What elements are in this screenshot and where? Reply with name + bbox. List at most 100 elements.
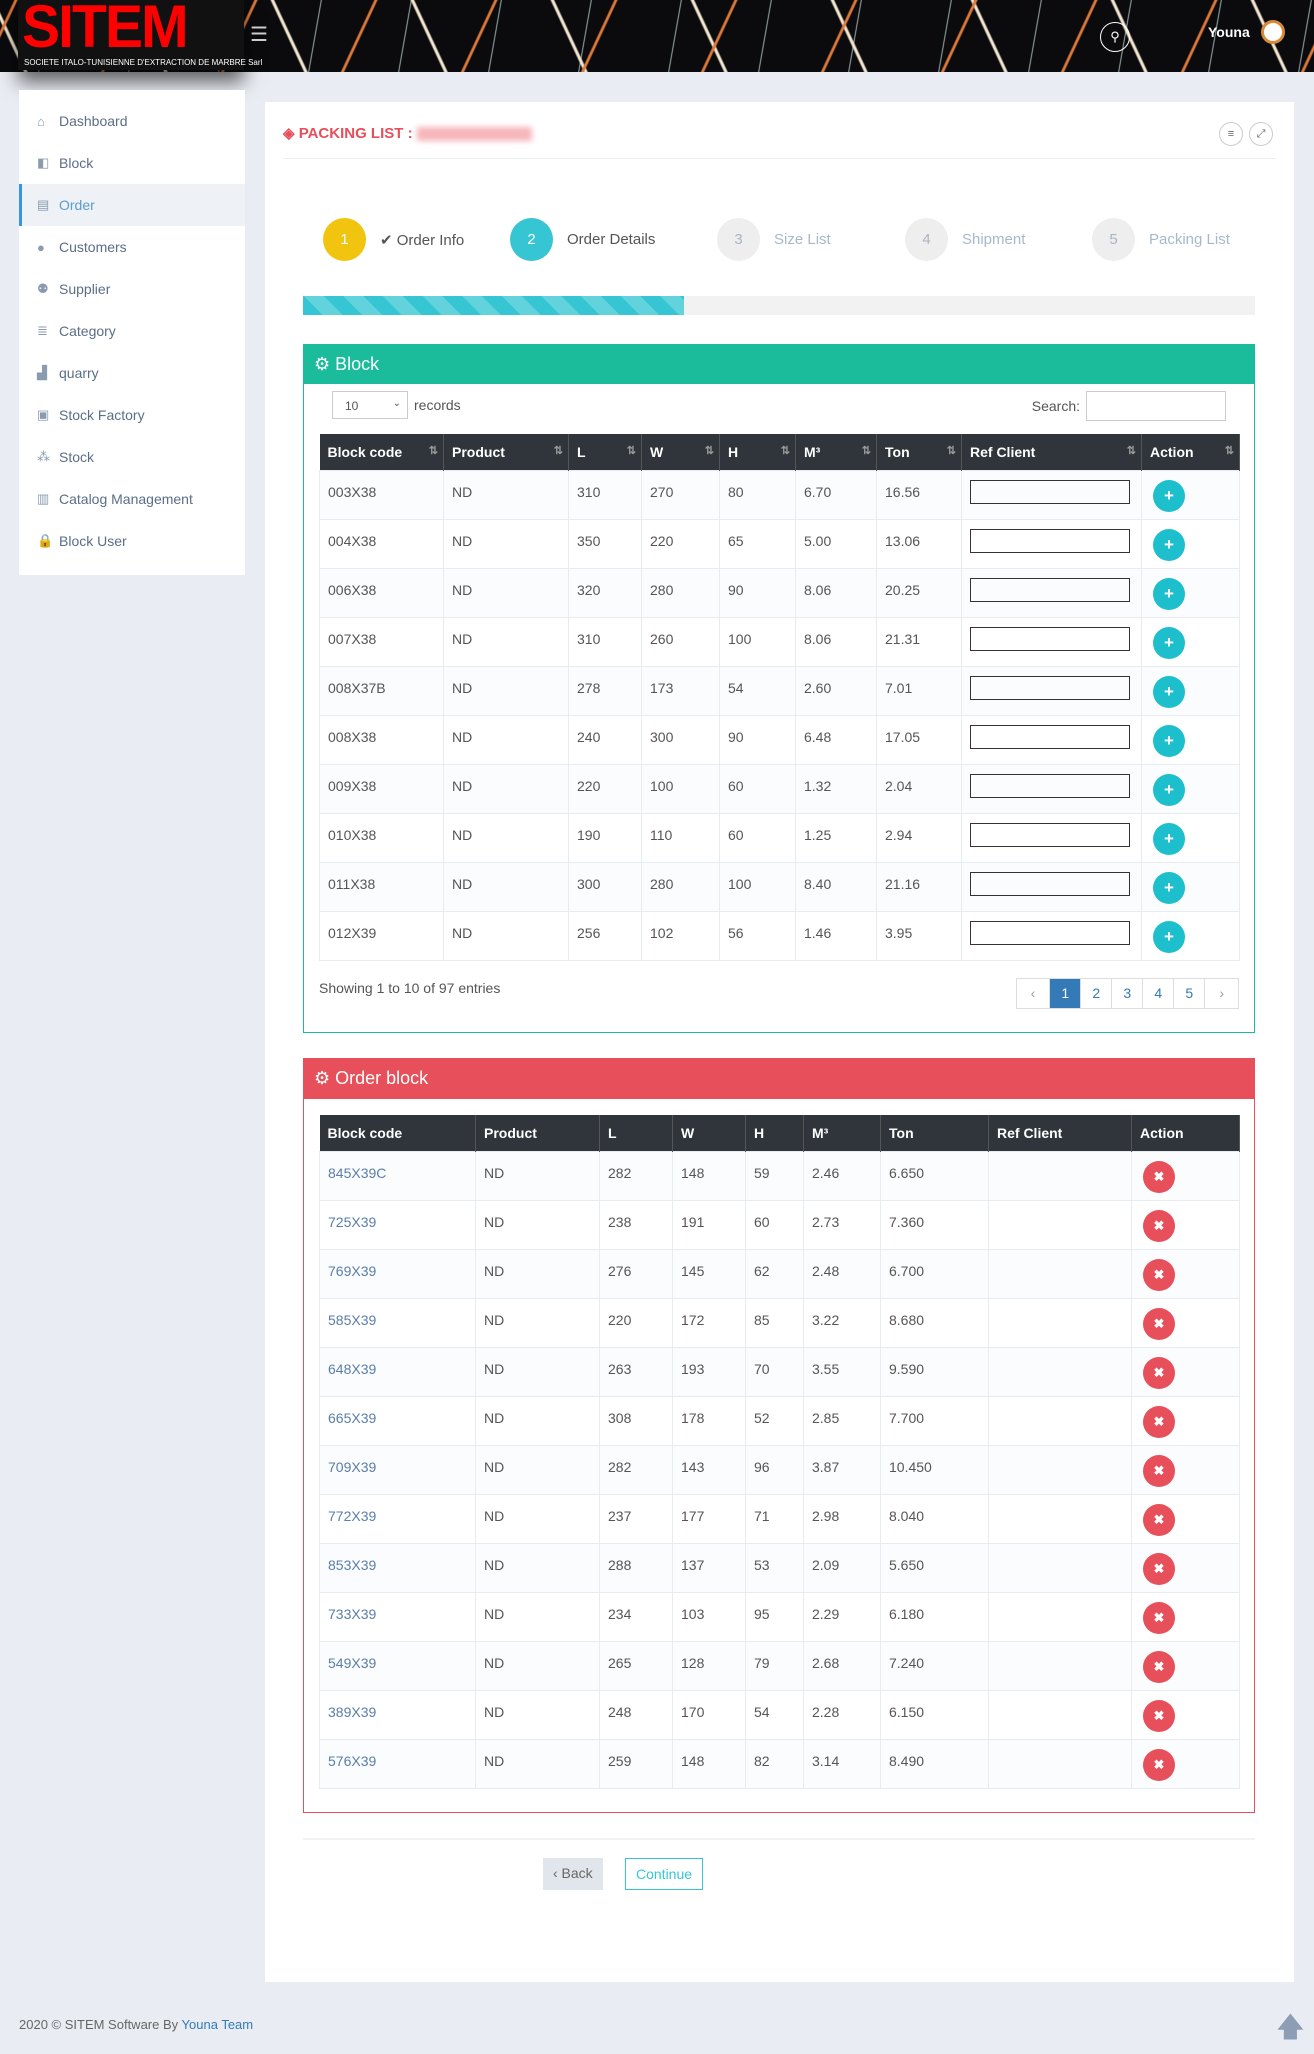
column-header[interactable]: Ton ⇅ [876,434,962,470]
block-code-link[interactable]: 769X39 [328,1262,377,1279]
add-block-button[interactable]: + [1153,626,1185,659]
table-cell: ND [475,1444,600,1495]
remove-block-button[interactable]: ✖ [1143,1209,1175,1242]
sidebar-item-block[interactable]: ◧ Block [19,142,245,184]
prev-page-button[interactable]: ‹ [1015,978,1051,1009]
ref-client-input[interactable] [970,822,1130,847]
sidebar-item-category[interactable]: ≣ Category [19,310,245,352]
remove-block-button[interactable]: ✖ [1143,1356,1175,1389]
page-button[interactable]: 5 [1173,978,1206,1009]
back-button[interactable]: ‹ Back [543,1858,603,1890]
ref-client-input[interactable] [970,675,1130,700]
user-name[interactable]: Youna [1208,24,1250,40]
block-code-link[interactable]: 648X39 [328,1360,377,1377]
ref-client-input[interactable] [970,773,1130,798]
column-header[interactable]: W ⇅ [641,434,720,470]
logo[interactable]: SITEM SOCIETE ITALO-TUNISIENNE D'EXTRACT… [18,0,262,70]
remove-block-button[interactable]: ✖ [1143,1601,1175,1634]
wizard-step-2[interactable]: 2 Order Details [510,218,655,261]
remove-block-button[interactable]: ✖ [1143,1405,1175,1438]
column-header[interactable]: M³ ⇅ [795,434,877,470]
ref-client-input[interactable] [970,871,1130,896]
ref-client-input[interactable] [970,724,1130,749]
block-code-link[interactable]: 549X39 [328,1654,377,1671]
remove-block-button[interactable]: ✖ [1143,1552,1175,1585]
ref-client-input[interactable] [970,528,1130,553]
remove-block-button[interactable]: ✖ [1143,1699,1175,1732]
column-header[interactable]: L ⇅ [568,434,642,470]
wizard-step-5[interactable]: 5 Packing List [1092,218,1230,261]
column-header[interactable]: Product ⇅ [443,434,569,470]
ref-client-input[interactable] [970,626,1130,651]
block-code-link[interactable]: 585X39 [328,1311,377,1328]
sidebar-item-block-user[interactable]: 🔒 Block User [19,520,245,562]
block-code-link[interactable]: 845X39C [328,1164,387,1181]
action-cell: ✖ [1131,1689,1240,1740]
block-code-link[interactable]: 733X39 [328,1605,377,1622]
continue-button[interactable]: Continue [625,1858,704,1890]
ref-client-input[interactable] [970,920,1130,945]
page-button[interactable]: 2 [1080,978,1113,1009]
block-code-link[interactable]: 853X39 [328,1556,377,1573]
sidebar-item-supplier[interactable]: ⚉ Supplier [19,268,245,310]
ref-client-input[interactable] [970,577,1130,602]
remove-block-button[interactable]: ✖ [1143,1748,1175,1781]
search-input[interactable] [1086,391,1226,421]
sidebar-item-dashboard[interactable]: ⌂ Dashboard [19,100,245,142]
wizard-step-4[interactable]: 4 Shipment [905,218,1025,261]
column-header[interactable]: H ⇅ [719,434,796,470]
table-cell: 173 [641,665,720,716]
remove-block-button[interactable]: ✖ [1143,1307,1175,1340]
add-block-button[interactable]: + [1153,822,1185,855]
column-header[interactable]: Block code ⇅ [319,434,444,470]
add-block-button[interactable]: + [1153,920,1185,953]
sort-icon: ⇅ [1126,445,1136,457]
progress-bar [303,296,1255,315]
cogs-icon: ⚙ [314,1068,336,1088]
block-code-link[interactable]: 665X39 [328,1409,377,1426]
add-block-button[interactable]: + [1153,773,1185,806]
sidebar-item-stock[interactable]: ⁂ Stock [19,436,245,478]
column-header[interactable]: Action ⇅ [1141,434,1240,470]
page-size-select[interactable]: 10 ⌄ [332,391,408,419]
add-block-button[interactable]: + [1153,871,1185,904]
ref-client-input[interactable] [970,479,1130,504]
add-block-button[interactable]: + [1153,577,1185,610]
hamburger-menu-icon[interactable]: ☰ [250,24,268,46]
page-button[interactable]: 4 [1142,978,1175,1009]
add-block-button[interactable]: + [1153,479,1185,512]
remove-block-button[interactable]: ✖ [1143,1503,1175,1536]
remove-block-button[interactable]: ✖ [1143,1650,1175,1683]
sort-icon: ⇅ [1224,445,1234,457]
sidebar-item-catalog-management[interactable]: ▥ Catalog Management [19,478,245,520]
add-block-button[interactable]: + [1153,675,1185,708]
table-cell: 278 [568,665,642,716]
wizard-step-3[interactable]: 3 Size List [717,218,831,261]
page-button[interactable]: 1 [1049,978,1082,1009]
scroll-top-icon[interactable]: 🡅 [1276,2011,1305,2042]
remove-block-button[interactable]: ✖ [1143,1160,1175,1193]
remove-block-button[interactable]: ✖ [1143,1258,1175,1291]
fullscreen-icon[interactable]: ⤢ [1249,122,1273,146]
add-block-button[interactable]: + [1153,528,1185,561]
block-code-link[interactable]: 576X39 [328,1752,377,1769]
sidebar-item-order[interactable]: ▤ Order [19,184,245,226]
avatar[interactable] [1261,20,1285,44]
block-code-link[interactable]: 389X39 [328,1703,377,1720]
add-block-button[interactable]: + [1153,724,1185,757]
wizard-step-1[interactable]: 1 ✔ Order Info [323,218,464,261]
column-header[interactable]: Ref Client ⇅ [961,434,1142,470]
next-page-button[interactable]: › [1204,978,1239,1009]
sidebar-item-stock-factory[interactable]: ▣ Stock Factory [19,394,245,436]
search-icon[interactable]: ⚲ [1100,22,1130,52]
block-code-link[interactable]: 709X39 [328,1458,377,1475]
remove-block-button[interactable]: ✖ [1143,1454,1175,1487]
footer-link[interactable]: Youna Team [181,2017,254,2032]
sidebar-item-customers[interactable]: ● Customers [19,226,245,268]
sidebar-item-quarry[interactable]: ▟ quarry [19,352,245,394]
block-code-link[interactable]: 725X39 [328,1213,377,1230]
list-view-icon[interactable]: ≡ [1219,122,1243,146]
page-button[interactable]: 3 [1111,978,1144,1009]
block-code-link[interactable]: 772X39 [328,1507,377,1524]
block-panel-title: Block [335,354,380,374]
